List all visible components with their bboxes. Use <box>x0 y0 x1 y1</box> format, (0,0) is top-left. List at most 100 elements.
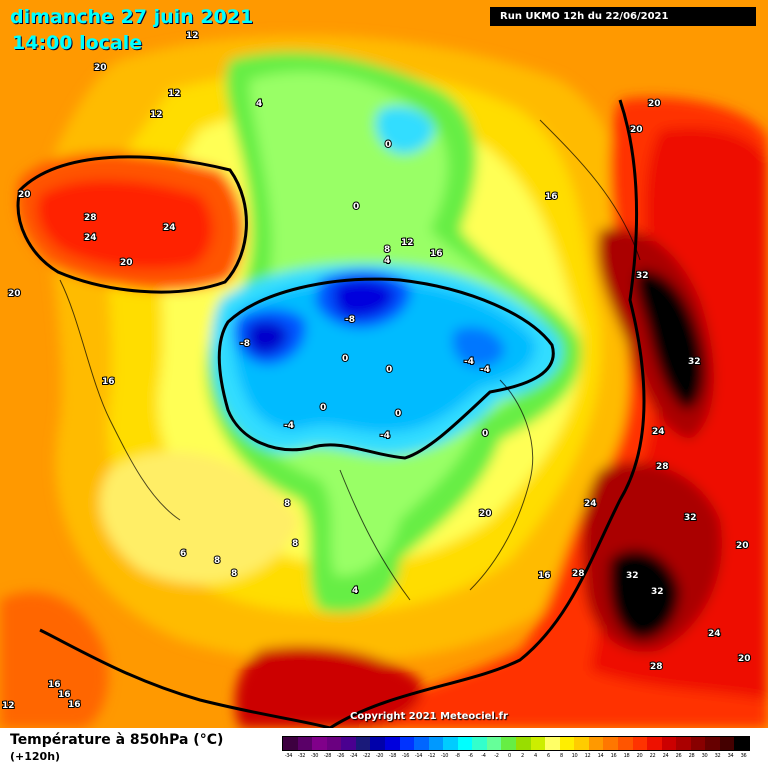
map-label: 24 <box>708 629 721 639</box>
color-scale-tick-label: -26 <box>336 753 345 759</box>
map-label: -8 <box>345 315 355 325</box>
map-label: 28 <box>84 213 97 223</box>
color-scale-tick-label: -30 <box>310 753 319 759</box>
map-label: 28 <box>656 462 669 472</box>
map-label: 24 <box>84 233 97 243</box>
map-label: 8 <box>292 539 298 549</box>
map-label: 0 <box>482 429 488 439</box>
color-scale-tick-label: 12 <box>584 753 591 759</box>
coastlines <box>59 119 641 601</box>
forecast-time-title: 14:00 locale <box>12 32 143 54</box>
map-label: -4 <box>464 357 474 367</box>
color-scale-tick-label: -32 <box>297 753 306 759</box>
map-label: 16 <box>430 249 443 259</box>
color-scale-tick-label: 22 <box>649 753 656 759</box>
color-scale-swatch <box>326 737 342 750</box>
color-scale-tick-label: 16 <box>610 753 617 759</box>
map-label: 28 <box>572 569 585 579</box>
color-scale-tick-label: -2 <box>494 753 499 759</box>
color-scale-swatch <box>676 737 691 750</box>
map-label: 20 <box>120 258 133 268</box>
color-scale-tick-label: 18 <box>623 753 630 759</box>
map-label: 16 <box>48 680 61 690</box>
map-label: 4 <box>256 99 262 109</box>
color-scale-swatch <box>312 737 327 750</box>
color-scale-swatch <box>341 737 356 750</box>
legend-footer: Température à 850hPa (°C) (+120h) -34 -32… <box>0 728 768 768</box>
color-scale-swatch <box>486 737 502 750</box>
color-scale-swatch <box>384 737 400 750</box>
color-scale-tick-label: -8 <box>455 753 460 759</box>
color-scale-swatch <box>661 737 677 750</box>
color-scale-swatch <box>545 737 560 750</box>
color-scale-tick-label: -6 <box>468 753 473 759</box>
color-scale-swatch <box>559 737 575 750</box>
color-scale-swatch <box>588 737 604 750</box>
color-scale-tick-label: -24 <box>349 753 358 759</box>
map-label: -8 <box>240 339 250 349</box>
map-label: 0 <box>342 354 348 364</box>
map-label: 12 <box>186 31 199 41</box>
color-scale-swatch <box>414 737 429 750</box>
map-label: 32 <box>636 271 649 281</box>
color-scale-tick-label: -28 <box>323 753 332 759</box>
map-label: 32 <box>684 513 697 523</box>
color-scale-swatch <box>443 737 458 750</box>
map-label: 4 <box>384 256 390 266</box>
color-scale-tick-label: -16 <box>401 753 410 759</box>
color-scale-tick-label: 24 <box>662 753 669 759</box>
map-label: 0 <box>386 365 392 375</box>
map-label: 32 <box>688 357 701 367</box>
color-scale-swatch <box>501 737 516 750</box>
map-label: 28 <box>650 662 663 672</box>
map-label: -4 <box>380 431 390 441</box>
map-label: 20 <box>648 99 661 109</box>
color-scale-tick-label: 0 <box>508 753 511 759</box>
map-label: 20 <box>736 541 749 551</box>
color-scale-swatch <box>574 737 589 750</box>
color-scale-tick-label: 30 <box>701 753 708 759</box>
map-label: 12 <box>168 89 181 99</box>
map-label: 16 <box>102 377 115 387</box>
map-label: 20 <box>8 289 21 299</box>
color-scale-swatch <box>472 737 487 750</box>
color-scale-swatch <box>632 737 648 750</box>
color-scale-ticks: -34 -32 -30 -28 -26 -24 -22 -20 -18 -16 -14 -12 -10-… <box>282 753 750 759</box>
color-scale-swatch <box>457 737 473 750</box>
color-scale-tick-label: -18 <box>388 753 397 759</box>
color-scale-swatch <box>705 737 720 750</box>
map-label: 16 <box>545 192 558 202</box>
map-label: 8 <box>214 556 220 566</box>
color-scale-swatch <box>399 737 415 750</box>
map-label: 32 <box>626 571 639 581</box>
color-scale-swatch <box>355 737 371 750</box>
map-label: 12 <box>150 110 163 120</box>
map-label: 20 <box>630 125 643 135</box>
color-scale-tick-label: -4 <box>481 753 486 759</box>
color-scale-tick-label: -12 <box>427 753 436 759</box>
color-scale-swatch <box>428 737 444 750</box>
map-label: 24 <box>652 427 665 437</box>
map-label: 16 <box>68 700 81 710</box>
map-label: 16 <box>538 571 551 581</box>
color-scale-swatch <box>647 737 662 750</box>
map-label: -4 <box>480 365 490 375</box>
color-scale-tick-label: -22 <box>362 753 371 759</box>
map-label: 24 <box>584 499 597 509</box>
color-scale-tick-label: 26 <box>675 753 682 759</box>
color-scale-tick-label: 6 <box>547 753 550 759</box>
color-scale-swatch <box>719 737 735 750</box>
isotherm-lines <box>16 99 646 728</box>
map-label: 0 <box>320 403 326 413</box>
color-scale-swatch <box>734 737 749 750</box>
map-label: 0 <box>353 202 359 212</box>
run-info-label: Run UKMO 12h du 22/06/2021 <box>490 7 756 26</box>
temperature-field <box>0 35 768 728</box>
color-scale-tick-label: -34 <box>284 753 293 759</box>
color-scale-tick-label: 34 <box>727 753 734 759</box>
map-value-labels: 12 20 12 12 4 0 20 20 20 28 24 24 20 20 … <box>1 30 752 712</box>
color-scale-tick-label: 32 <box>714 753 721 759</box>
map-label: 0 <box>395 409 401 419</box>
color-scale-bar <box>282 736 750 751</box>
